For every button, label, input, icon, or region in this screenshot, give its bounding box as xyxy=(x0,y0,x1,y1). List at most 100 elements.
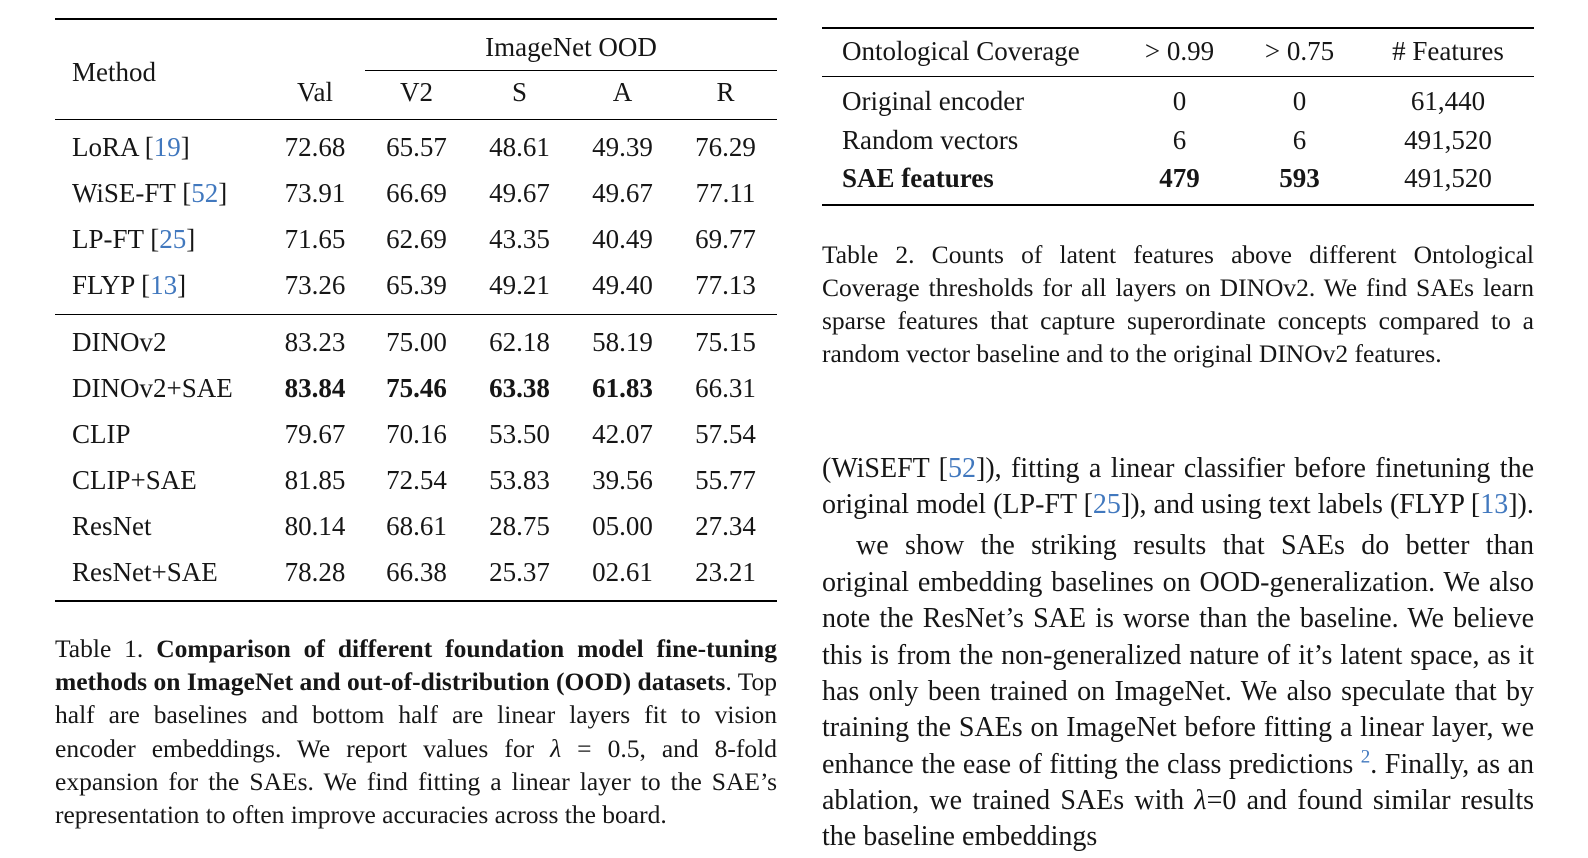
metric-cell: 58.19 xyxy=(592,326,653,357)
results-table: Method ImageNet OOD Val V2 S A R LoRA [1… xyxy=(55,18,777,603)
metric-cell: 48.61 xyxy=(489,132,550,163)
bracket: [ xyxy=(134,270,151,301)
citation-link[interactable]: 13 xyxy=(1480,488,1509,520)
table-row: CLIP 79.67 70.16 53.50 42.07 57.54 xyxy=(55,411,777,457)
method-cell: LoRA [19] xyxy=(55,120,265,171)
metric-cell: 75.15 xyxy=(695,326,756,357)
bracket: ] xyxy=(177,270,187,301)
count-cell: 479 xyxy=(1159,163,1200,194)
count-cell: 6 xyxy=(1292,124,1307,155)
metric-cell: 49.39 xyxy=(592,132,653,163)
body-paragraph-1: (WiSEFT [52]), fitting a linear classifi… xyxy=(822,451,1534,524)
count-cell: 61,440 xyxy=(1410,85,1486,116)
metric-cell: 28.75 xyxy=(489,510,550,541)
method-name: ResNet+SAE xyxy=(72,557,218,588)
text-segment: . Finally, as an ablation, we trained SA… xyxy=(822,748,1534,817)
metric-cell: 02.61 xyxy=(592,557,653,588)
method-cell: CLIP+SAE xyxy=(55,457,265,503)
bracket: [ xyxy=(143,224,160,255)
metric-cell: 49.67 xyxy=(489,178,550,209)
table-row: Original encoder 0 0 61,440 xyxy=(822,76,1534,121)
method-cell: LP-FT [25] xyxy=(55,217,265,263)
citation-link[interactable]: 25 xyxy=(1092,488,1121,520)
citation-link[interactable]: 52 xyxy=(948,452,976,484)
method-name: LoRA xyxy=(72,132,139,163)
col-header-method: Method xyxy=(55,19,265,121)
bracket: ] xyxy=(180,132,190,163)
method-name: DINOv2 xyxy=(72,326,167,357)
table-row: ResNet 80.14 68.61 28.75 05.00 27.34 xyxy=(55,503,777,549)
count-cell: 593 xyxy=(1279,163,1320,194)
table-row: DINOv2+SAE 83.84 75.46 63.38 61.83 66.31 xyxy=(55,365,777,411)
metric-cell: 75.00 xyxy=(386,326,447,357)
metric-cell: 69.77 xyxy=(695,224,756,255)
col-header-num-features: # Features xyxy=(1362,28,1534,77)
metric-cell: 05.00 xyxy=(592,510,653,541)
ontological-coverage-table: Ontological Coverage > 0.99 > 0.75 # Fea… xyxy=(822,27,1534,206)
citation-link[interactable]: 13 xyxy=(150,270,178,301)
table-row: Random vectors 6 6 491,520 xyxy=(822,121,1534,160)
metric-cell: 72.54 xyxy=(386,464,447,495)
text-segment: . Top half are baselines and bottom half… xyxy=(55,667,777,763)
metric-cell: 27.34 xyxy=(695,510,756,541)
table-row: LP-FT [25] 71.65 62.69 43.35 40.49 69.77 xyxy=(55,217,777,263)
metric-cell: 78.28 xyxy=(284,557,346,588)
metric-cell: 71.65 xyxy=(284,224,346,255)
method-cell: DINOv2+SAE xyxy=(55,365,265,411)
metric-cell: 66.31 xyxy=(695,372,756,403)
text-segment: we show the striking results that SAEs d… xyxy=(822,530,1534,780)
metric-cell: 61.83 xyxy=(592,372,653,403)
body-paragraph-2: we show the striking results that SAEs d… xyxy=(822,528,1534,856)
metric-cell: 49.21 xyxy=(468,262,571,315)
table-row: ResNet+SAE 78.28 66.38 25.37 02.61 23.21 xyxy=(55,550,777,602)
count-cell: 0 xyxy=(1292,85,1307,116)
metric-cell: 79.67 xyxy=(284,418,346,449)
metric-cell: 73.91 xyxy=(284,178,346,209)
table-row: SAE features 479 593 491,520 xyxy=(822,160,1534,205)
col-header-r: R xyxy=(674,70,777,121)
method-cell: ResNet xyxy=(55,503,265,549)
metric-cell: 43.35 xyxy=(489,224,550,255)
metric-cell: 66.38 xyxy=(386,557,447,588)
baseline-method-rows: LoRA [19] 72.68 65.57 48.61 49.39 76.29 WiSE-F… xyxy=(55,120,777,315)
text-segment: ]), fitting a linear classifier before f… xyxy=(822,452,1534,520)
metric-cell: 65.57 xyxy=(386,132,447,163)
method-cell: CLIP xyxy=(55,411,265,457)
col-header-gt-099: > 0.99 xyxy=(1122,28,1237,77)
table-row: WiSE-FT [52] 73.91 66.69 49.67 49.67 77.11 xyxy=(55,171,777,217)
text-segment: Table 2. Counts of latent features above… xyxy=(822,240,1534,369)
col-header-ontological-coverage: Ontological Coverage xyxy=(822,28,1122,77)
text-segment: Comparison of different foundation model… xyxy=(55,634,777,697)
bracket: [ xyxy=(175,178,192,209)
count-cell: 491,520 xyxy=(1404,163,1492,194)
table-row: DINOv2 83.23 75.00 62.18 58.19 75.15 xyxy=(55,314,777,365)
bracket: ] xyxy=(218,178,228,209)
table-row: CLIP+SAE 81.85 72.54 53.83 39.56 55.77 xyxy=(55,457,777,503)
col-header-a: A xyxy=(571,70,674,121)
bracket: ] xyxy=(186,224,196,255)
metric-cell: 66.69 xyxy=(386,178,447,209)
bracket: [ xyxy=(138,132,154,163)
citation-link[interactable]: 25 xyxy=(159,224,187,255)
val-spacer xyxy=(265,19,365,71)
count-cell: 0 xyxy=(1172,85,1187,116)
metric-cell: 39.56 xyxy=(592,464,653,495)
metric-cell: 75.46 xyxy=(386,372,447,403)
col-header-gt-075: > 0.75 xyxy=(1237,28,1362,77)
method-name: CLIP xyxy=(72,418,131,449)
metric-cell: 23.21 xyxy=(695,557,756,588)
method-cell: ResNet+SAE xyxy=(55,550,265,602)
table2-caption: Table 2. Counts of latent features above… xyxy=(822,238,1534,371)
col-header-v2: V2 xyxy=(365,70,468,121)
text-segment: λ xyxy=(550,733,562,763)
method-cell: DINOv2 xyxy=(55,314,265,365)
results-table-header: Method ImageNet OOD Val V2 S A R xyxy=(55,19,777,121)
method-name: CLIP+SAE xyxy=(72,464,197,495)
col-group-imagenet-ood: ImageNet OOD xyxy=(365,19,777,72)
table-row: LoRA [19] 72.68 65.57 48.61 49.39 76.29 xyxy=(55,120,777,171)
citation-link[interactable]: 2 xyxy=(1360,746,1371,768)
text-segment: (WiSEFT [ xyxy=(822,452,948,484)
citation-link[interactable]: 19 xyxy=(153,132,181,163)
citation-link[interactable]: 52 xyxy=(191,178,219,209)
table1-caption: Table 1. Comparison of different foundat… xyxy=(55,632,777,831)
